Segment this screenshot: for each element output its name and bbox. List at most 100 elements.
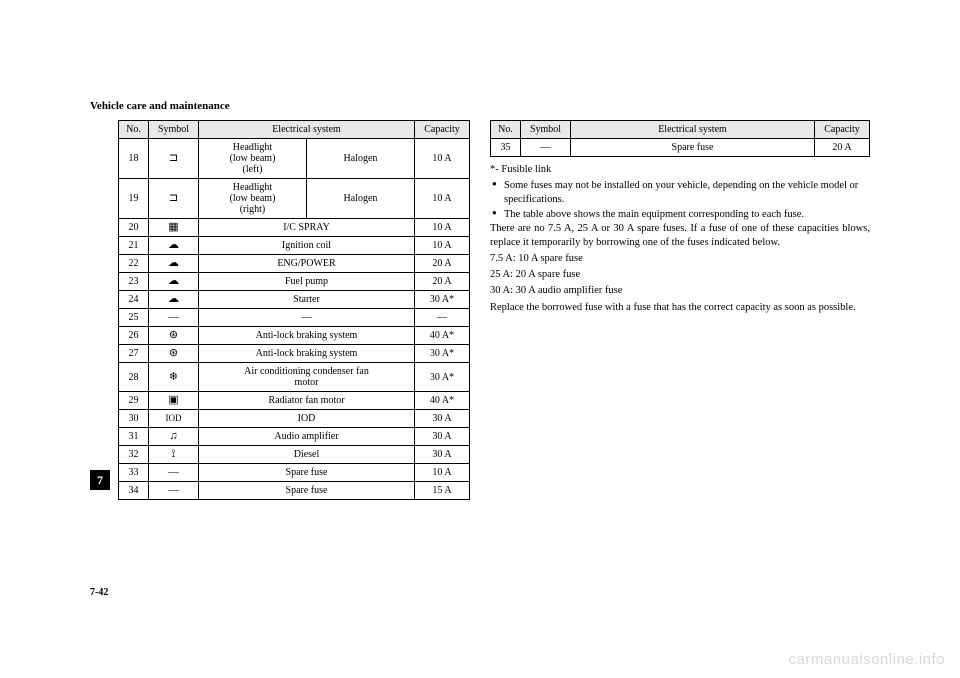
- cell-symbol: ⊛: [149, 327, 199, 345]
- cell-capacity: 20 A: [415, 273, 470, 291]
- cell-symbol: ⟟: [149, 446, 199, 464]
- header-no: No.: [491, 121, 521, 139]
- note-line: 25 A: 20 A spare fuse: [490, 268, 870, 282]
- cell-system: Spare fuse: [199, 482, 415, 500]
- cell-no: 20: [119, 219, 149, 237]
- cell-no: 18: [119, 139, 149, 179]
- cell-symbol: ⊐: [149, 179, 199, 219]
- note-bullet: The table above shows the main equipment…: [490, 208, 870, 222]
- abs-icon: ⊛: [169, 348, 178, 359]
- cell-system: Spare fuse: [571, 139, 815, 157]
- cell-capacity: 40 A*: [415, 392, 470, 410]
- dash-icon: —: [168, 312, 179, 323]
- cell-capacity: 10 A: [415, 139, 470, 179]
- table-header-row: No. Symbol Electrical system Capacity: [491, 121, 870, 139]
- cell-no: 19: [119, 179, 149, 219]
- cell-no: 29: [119, 392, 149, 410]
- cell-capacity: 10 A: [415, 179, 470, 219]
- cell-system: Radiator fan motor: [199, 392, 415, 410]
- cell-capacity: 30 A: [415, 446, 470, 464]
- cell-capacity: 15 A: [415, 482, 470, 500]
- cell-capacity: 10 A: [415, 219, 470, 237]
- cell-no: 31: [119, 428, 149, 446]
- page-number: 7-42: [90, 587, 108, 598]
- cell-symbol: ☁: [149, 255, 199, 273]
- cell-system: Ignition coil: [199, 237, 415, 255]
- table-row: 35—Spare fuse20 A: [491, 139, 870, 157]
- note-bullet: Some fuses may not be installed on your …: [490, 179, 870, 207]
- cell-system: Anti-lock braking system: [199, 345, 415, 363]
- cell-no: 25: [119, 309, 149, 327]
- engine-icon: ☁: [168, 276, 179, 287]
- cell-system: Headlight(low beam)(left)Halogen: [199, 139, 415, 179]
- cell-no: 33: [119, 464, 149, 482]
- cell-symbol: ☁: [149, 273, 199, 291]
- table-row: 21☁Ignition coil10 A: [119, 237, 470, 255]
- table-row: 30IODIOD30 A: [119, 410, 470, 428]
- cell-capacity: 30 A: [415, 410, 470, 428]
- chapter-tab: 7: [90, 470, 110, 490]
- cell-no: 27: [119, 345, 149, 363]
- cell-symbol: —: [521, 139, 571, 157]
- dash-icon: —: [168, 467, 179, 478]
- fuse-table-left: No. Symbol Electrical system Capacity 18…: [118, 120, 470, 500]
- snow-icon: ❄: [169, 372, 178, 383]
- cell-symbol: ☁: [149, 291, 199, 309]
- table-row: 24☁Starter30 A*: [119, 291, 470, 309]
- table-row: 26⊛Anti-lock braking system40 A*: [119, 327, 470, 345]
- note-line: 7.5 A: 10 A spare fuse: [490, 252, 870, 266]
- cell-system: Headlight(low beam)(right)Halogen: [199, 179, 415, 219]
- table-row: 22☁ENG/POWER20 A: [119, 255, 470, 273]
- dash-icon: —: [168, 485, 179, 496]
- table-row: 32 ⟟ Diesel30 A: [119, 446, 470, 464]
- cell-system: Audio amplifier: [199, 428, 415, 446]
- table-row: 23 ☁ Fuel pump20 A: [119, 273, 470, 291]
- cell-capacity: 30 A*: [415, 291, 470, 309]
- engine-icon: ☁: [168, 258, 179, 269]
- cell-capacity: 20 A: [815, 139, 870, 157]
- cell-system: Diesel: [199, 446, 415, 464]
- cell-capacity: 10 A: [415, 464, 470, 482]
- cell-no: 21: [119, 237, 149, 255]
- cell-no: 35: [491, 139, 521, 157]
- cell-system: Fuel pump: [199, 273, 415, 291]
- IOD-icon: IOD: [166, 414, 182, 423]
- note-line: 30 A: 30 A audio amplifier fuse: [490, 284, 870, 298]
- cell-symbol: —: [149, 464, 199, 482]
- note-para: Replace the borrowed fuse with a fuse th…: [490, 301, 870, 315]
- diesel-icon: ⟟: [171, 449, 175, 460]
- cell-no: 24: [119, 291, 149, 309]
- fusible-note: *- Fusible link: [490, 163, 870, 177]
- headlight-icon: ⊐: [169, 193, 178, 204]
- note-para: There are no 7.5 A, 25 A or 30 A spare f…: [490, 222, 870, 250]
- cell-system: I/C SPRAY: [199, 219, 415, 237]
- section-title: Vehicle care and maintenance: [90, 100, 870, 112]
- table-row: 18 ⊐ Headlight(low beam)(left)Halogen10 A: [119, 139, 470, 179]
- cell-symbol: ⊛: [149, 345, 199, 363]
- cell-symbol: ▦: [149, 219, 199, 237]
- cell-system: Anti-lock braking system: [199, 327, 415, 345]
- header-system: Electrical system: [199, 121, 415, 139]
- cell-system: ENG/POWER: [199, 255, 415, 273]
- cell-capacity: 30 A*: [415, 363, 470, 392]
- cell-system: Spare fuse: [199, 464, 415, 482]
- cell-symbol: ▣: [149, 392, 199, 410]
- engine-icon: ☁: [168, 240, 179, 251]
- header-symbol: Symbol: [149, 121, 199, 139]
- headlight-icon: ⊐: [169, 153, 178, 164]
- notes-block: *- Fusible link Some fuses may not be in…: [490, 163, 870, 315]
- table-row: 29 ▣ Radiator fan motor40 A*: [119, 392, 470, 410]
- cell-system: Air conditioning condenser fanmotor: [199, 363, 415, 392]
- cell-no: 23: [119, 273, 149, 291]
- fan-icon: ▣: [168, 395, 178, 406]
- header-no: No.: [119, 121, 149, 139]
- cell-symbol: ❄: [149, 363, 199, 392]
- table-row: 20▦I/C SPRAY10 A: [119, 219, 470, 237]
- cell-no: 32: [119, 446, 149, 464]
- cell-no: 28: [119, 363, 149, 392]
- cell-system: Starter: [199, 291, 415, 309]
- abs-icon: ⊛: [169, 330, 178, 341]
- table-header-row: No. Symbol Electrical system Capacity: [119, 121, 470, 139]
- header-capacity: Capacity: [415, 121, 470, 139]
- fuse-table-right: No. Symbol Electrical system Capacity 35…: [490, 120, 870, 157]
